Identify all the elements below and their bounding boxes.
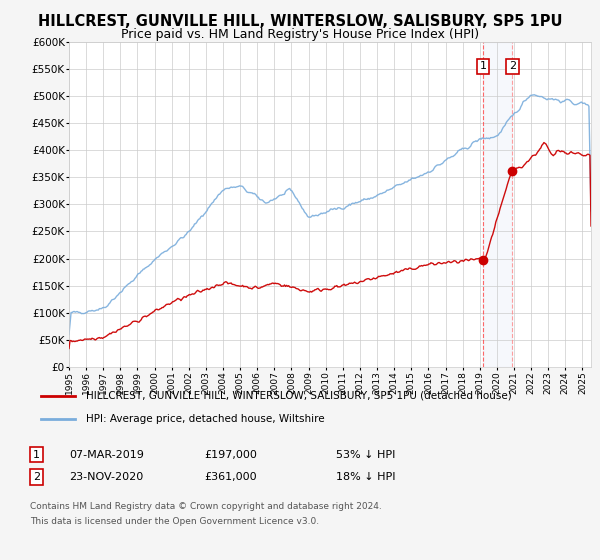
Text: 1: 1 [479, 62, 487, 71]
Text: 07-MAR-2019: 07-MAR-2019 [69, 450, 144, 460]
Text: 2: 2 [33, 472, 40, 482]
Text: 18% ↓ HPI: 18% ↓ HPI [336, 472, 395, 482]
Text: Contains HM Land Registry data © Crown copyright and database right 2024.: Contains HM Land Registry data © Crown c… [30, 502, 382, 511]
Text: 1: 1 [33, 450, 40, 460]
Text: HILLCREST, GUNVILLE HILL, WINTERSLOW, SALISBURY, SP5 1PU (detached house): HILLCREST, GUNVILLE HILL, WINTERSLOW, SA… [86, 391, 512, 401]
Text: £361,000: £361,000 [204, 472, 257, 482]
Text: HILLCREST, GUNVILLE HILL, WINTERSLOW, SALISBURY, SP5 1PU: HILLCREST, GUNVILLE HILL, WINTERSLOW, SA… [38, 14, 562, 29]
Text: 23-NOV-2020: 23-NOV-2020 [69, 472, 143, 482]
Text: Price paid vs. HM Land Registry's House Price Index (HPI): Price paid vs. HM Land Registry's House … [121, 28, 479, 41]
Text: HPI: Average price, detached house, Wiltshire: HPI: Average price, detached house, Wilt… [86, 414, 325, 424]
Text: This data is licensed under the Open Government Licence v3.0.: This data is licensed under the Open Gov… [30, 517, 319, 526]
Bar [483, 42, 512, 367]
Text: 2: 2 [509, 62, 516, 71]
Text: 53% ↓ HPI: 53% ↓ HPI [336, 450, 395, 460]
Text: £197,000: £197,000 [204, 450, 257, 460]
